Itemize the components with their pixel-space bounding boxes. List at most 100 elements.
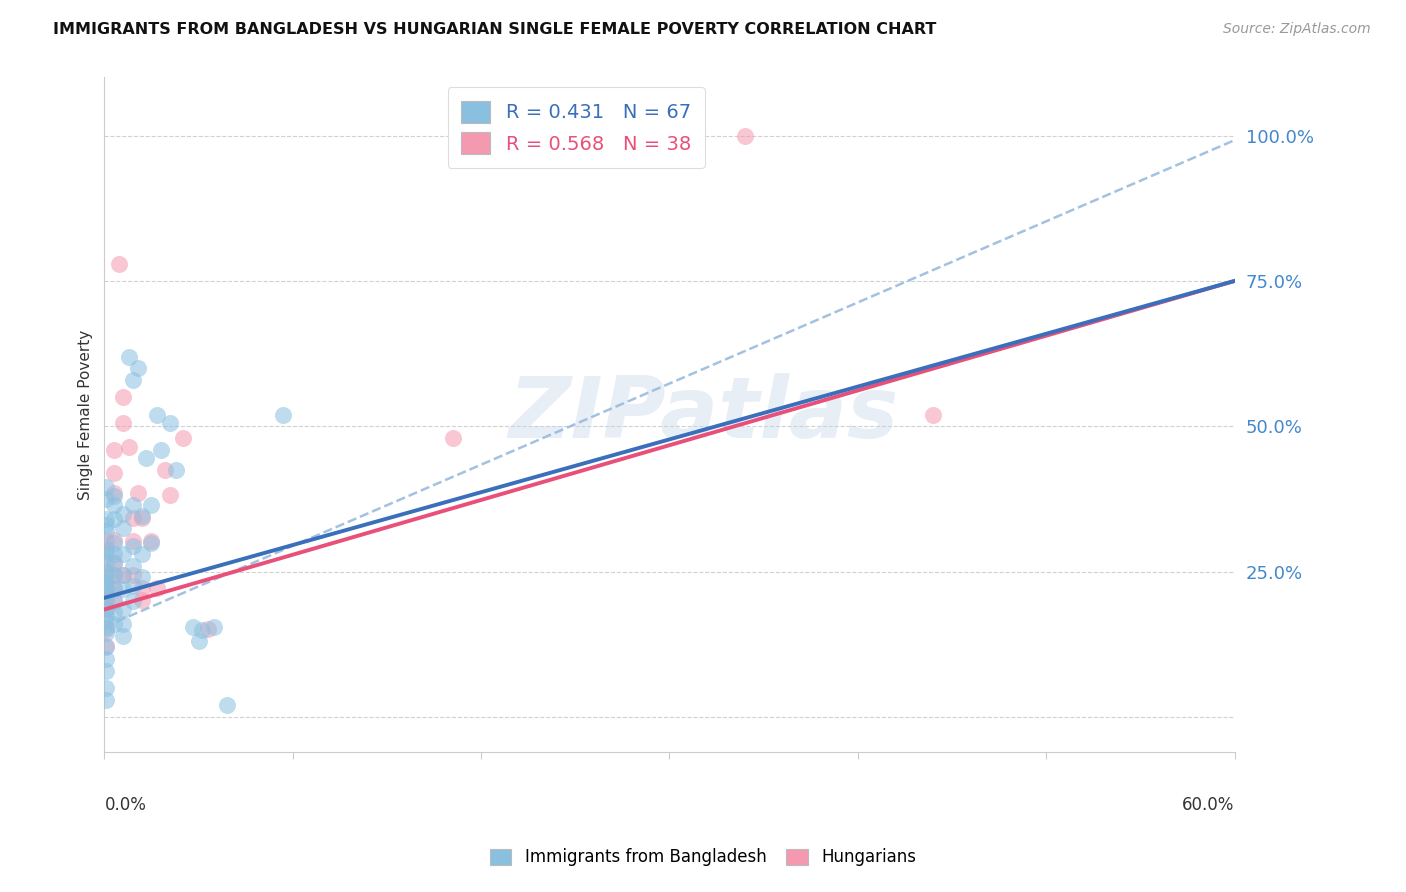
Point	[103, 556, 125, 570]
Point	[96, 541, 118, 556]
Point	[121, 558, 143, 573]
Point	[96, 547, 118, 561]
Point	[112, 602, 135, 616]
Point	[118, 350, 141, 364]
Point	[96, 625, 118, 640]
Point	[121, 579, 143, 593]
Point	[734, 128, 756, 143]
Point	[96, 491, 118, 506]
Point	[112, 629, 135, 643]
Point	[103, 582, 125, 596]
Point	[103, 547, 125, 561]
Point	[96, 480, 118, 494]
Point	[121, 373, 143, 387]
Point	[112, 567, 135, 582]
Point	[187, 634, 209, 648]
Point	[103, 498, 125, 512]
Text: ZIPatlas: ZIPatlas	[508, 373, 898, 456]
Point	[96, 591, 118, 605]
Point	[191, 623, 214, 637]
Y-axis label: Single Female Poverty: Single Female Poverty	[79, 329, 93, 500]
Point	[121, 539, 143, 553]
Point	[131, 547, 153, 561]
Point	[96, 585, 118, 599]
Point	[103, 442, 125, 457]
Point	[96, 620, 118, 634]
Point	[121, 593, 143, 607]
Point	[96, 639, 118, 653]
Point	[108, 256, 131, 270]
Point	[149, 442, 172, 457]
Point	[146, 408, 169, 422]
Point	[131, 592, 153, 607]
Point	[159, 488, 181, 502]
Point	[141, 534, 163, 549]
Point	[103, 512, 125, 526]
Point	[173, 431, 195, 445]
Point	[103, 535, 125, 549]
Point	[127, 361, 149, 376]
Point	[96, 576, 118, 591]
Point	[141, 535, 163, 549]
Point	[96, 640, 118, 655]
Point	[131, 509, 153, 524]
Point	[159, 417, 181, 431]
Point	[103, 567, 125, 582]
Point	[96, 556, 118, 570]
Point	[96, 664, 118, 678]
Point	[215, 698, 238, 713]
Point	[197, 622, 219, 636]
Point	[131, 570, 153, 584]
Point	[96, 608, 118, 623]
Point	[121, 511, 143, 525]
Text: Source: ZipAtlas.com: Source: ZipAtlas.com	[1223, 22, 1371, 37]
Point	[112, 390, 135, 404]
Point	[96, 512, 118, 526]
Point	[273, 408, 295, 422]
Point	[96, 681, 118, 695]
Point	[96, 570, 118, 584]
Point	[103, 533, 125, 547]
Point	[112, 521, 135, 535]
Point	[127, 486, 149, 500]
Point	[103, 581, 125, 595]
Text: 0.0%: 0.0%	[104, 796, 146, 814]
Point	[131, 581, 153, 595]
Point	[153, 463, 176, 477]
Point	[96, 564, 118, 578]
Point	[441, 431, 464, 445]
Point	[96, 692, 118, 706]
Point	[96, 544, 118, 558]
Point	[96, 566, 118, 580]
Point	[96, 518, 118, 533]
Point	[103, 466, 125, 480]
Point	[96, 614, 118, 628]
Point	[96, 622, 118, 636]
Point	[96, 593, 118, 607]
Point	[202, 620, 225, 634]
Legend: Immigrants from Bangladesh, Hungarians: Immigrants from Bangladesh, Hungarians	[482, 842, 924, 873]
Point	[103, 567, 125, 582]
Point	[451, 128, 474, 143]
Point	[96, 534, 118, 549]
Point	[96, 524, 118, 538]
Point	[165, 463, 187, 477]
Point	[118, 440, 141, 454]
Point	[121, 567, 143, 582]
Point	[103, 606, 125, 620]
Point	[103, 486, 125, 500]
Point	[112, 617, 135, 632]
Point	[96, 582, 118, 596]
Point	[96, 652, 118, 666]
Point	[103, 593, 125, 607]
Point	[103, 556, 125, 570]
Point	[141, 498, 163, 512]
Point	[112, 417, 135, 431]
Point	[181, 620, 204, 634]
Point	[103, 489, 125, 503]
Point	[112, 507, 135, 521]
Point	[112, 567, 135, 582]
Point	[146, 581, 169, 595]
Text: IMMIGRANTS FROM BANGLADESH VS HUNGARIAN SINGLE FEMALE POVERTY CORRELATION CHART: IMMIGRANTS FROM BANGLADESH VS HUNGARIAN …	[53, 22, 936, 37]
Point	[96, 602, 118, 616]
